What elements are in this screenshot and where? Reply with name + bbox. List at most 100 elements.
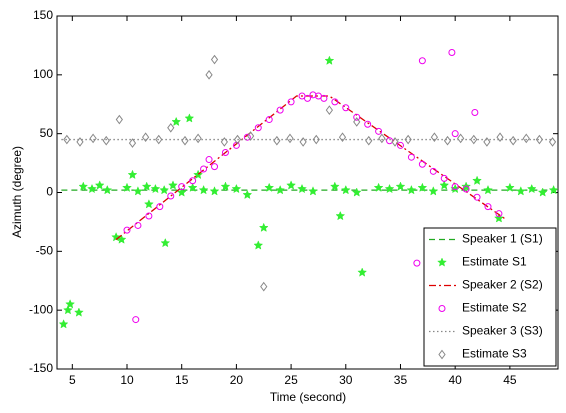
diamond-marker	[141, 132, 150, 143]
circle-marker	[353, 113, 361, 121]
diamond-marker	[63, 134, 71, 145]
star-marker	[168, 180, 178, 190]
star-marker	[58, 319, 69, 329]
diamond-marker	[378, 133, 386, 144]
star-marker	[264, 182, 275, 192]
diamond-marker	[535, 134, 544, 145]
circle-marker	[265, 116, 273, 124]
circle-marker	[440, 174, 448, 182]
diamond-marker	[246, 131, 255, 141]
circle-marker	[178, 183, 186, 191]
star-marker	[102, 184, 113, 195]
diamond-marker	[548, 137, 557, 147]
x-tick-label: 30	[339, 373, 353, 387]
circle-marker	[413, 259, 421, 267]
star-marker	[329, 181, 340, 191]
star-marker	[231, 183, 242, 194]
circle-marker	[418, 160, 426, 168]
star-marker	[193, 169, 204, 180]
star-marker	[406, 184, 417, 195]
star-marker	[548, 184, 559, 195]
diamond-marker	[194, 133, 202, 144]
diamond-marker	[522, 133, 530, 144]
star-marker	[275, 184, 286, 195]
star-marker	[187, 182, 198, 192]
y-axis-label: Azimuth (degree)	[10, 146, 24, 238]
circle-marker	[320, 94, 328, 102]
star-marker	[357, 267, 368, 277]
circle-marker	[462, 185, 470, 193]
diamond-marker	[233, 134, 242, 145]
star-marker	[141, 181, 152, 191]
circle-marker	[167, 192, 175, 200]
x-tick-label: 45	[503, 373, 517, 387]
diamond-marker	[404, 134, 412, 145]
circle-marker	[200, 165, 208, 173]
star-marker	[417, 182, 428, 192]
star-marker	[122, 182, 132, 192]
star-marker	[65, 299, 76, 309]
star-marker	[127, 169, 138, 180]
star-marker	[526, 183, 537, 194]
star-marker	[286, 180, 297, 190]
diamond-marker	[443, 135, 452, 146]
diamond-marker	[470, 134, 478, 145]
x-tick-label: 20	[230, 373, 244, 387]
circle-marker	[221, 148, 229, 156]
diamond-marker	[102, 135, 110, 146]
legend-box	[423, 227, 557, 367]
star-marker	[78, 181, 89, 191]
star-marker	[384, 183, 395, 194]
star-marker	[143, 199, 154, 209]
diamond-marker	[483, 137, 491, 147]
y-tick-label: 50	[40, 126, 54, 140]
legend-label: Estimate S2	[462, 301, 527, 315]
star-marker	[176, 187, 187, 197]
legend-label: Estimate S1	[462, 255, 527, 269]
circle-marker	[211, 163, 219, 171]
diamond-marker	[181, 135, 189, 146]
circle-marker	[123, 226, 131, 234]
star-marker	[308, 186, 318, 196]
circle-marker	[254, 124, 262, 132]
star-marker	[184, 113, 195, 123]
circle-marker	[471, 108, 479, 116]
star-marker	[439, 180, 450, 190]
diamond-marker	[457, 133, 465, 144]
circle-marker	[304, 94, 311, 102]
star-marker	[494, 213, 504, 223]
diamond-marker	[365, 135, 373, 146]
diamond-marker	[128, 138, 137, 148]
diamond-marker	[205, 69, 213, 80]
star-marker	[504, 182, 515, 192]
circle-marker	[396, 141, 404, 149]
star-marker	[209, 186, 220, 196]
diamond-marker	[286, 133, 294, 144]
star-marker	[159, 184, 170, 195]
circle-marker	[407, 153, 415, 161]
circle-marker	[156, 203, 164, 211]
diamond-marker	[312, 134, 320, 145]
circle-marker	[331, 98, 339, 106]
circle-marker	[418, 57, 426, 65]
circle-marker	[243, 133, 251, 141]
star-marker	[324, 55, 335, 65]
star-marker	[198, 184, 209, 195]
circle-marker	[375, 127, 383, 135]
diamond-marker	[260, 281, 268, 292]
circle-marker	[342, 104, 350, 112]
diamond-marker	[210, 54, 219, 65]
star-marker	[537, 187, 548, 197]
diamond-marker	[76, 137, 84, 147]
diamond-marker	[273, 135, 281, 146]
y-tick-label: -150	[29, 361, 53, 375]
circle-marker	[134, 221, 142, 229]
star-marker	[335, 210, 346, 221]
diamond-marker	[155, 134, 163, 145]
diamond-marker	[167, 122, 175, 133]
star-marker	[94, 180, 105, 190]
diamond-marker	[430, 132, 439, 143]
x-tick-label: 40	[448, 373, 462, 387]
star-marker	[150, 183, 161, 194]
